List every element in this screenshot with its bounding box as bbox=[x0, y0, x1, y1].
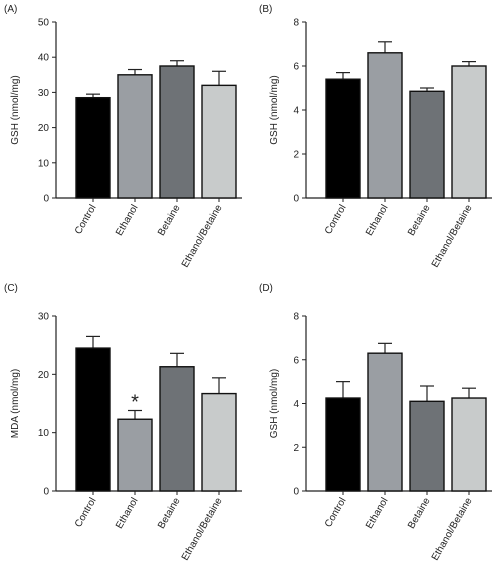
category-label-control: Control bbox=[73, 203, 99, 236]
bar-betaine bbox=[159, 366, 195, 492]
bar-control bbox=[325, 397, 361, 492]
y-tick-label: 20 bbox=[38, 123, 50, 134]
bar-ethanol bbox=[117, 418, 153, 492]
y-tick-label: 0 bbox=[43, 194, 49, 205]
category-label-ethanol-betaine: Ethanol/Betaine bbox=[430, 496, 475, 563]
category-label-ethanol: Ethanol bbox=[364, 496, 390, 531]
bar-control bbox=[325, 78, 361, 199]
category-label-betaine: Betaine bbox=[406, 203, 433, 238]
y-axis-title: GSH (nmol/mg) bbox=[10, 75, 21, 144]
panel-label: (B) bbox=[259, 4, 272, 15]
bar-ethanol-betaine bbox=[451, 65, 487, 199]
y-tick-label: 6 bbox=[293, 355, 299, 366]
category-label-control: Control bbox=[73, 496, 99, 529]
bar-ethanol bbox=[367, 52, 403, 199]
panel-c: (C) MDA (nmol/mg) 0 10 20 30 Control Ethanol * Be… bbox=[4, 283, 242, 563]
y-tick-label: 40 bbox=[38, 53, 50, 64]
bar-control bbox=[75, 96, 111, 199]
category-label-ethanol-betaine: Ethanol/Betaine bbox=[180, 203, 225, 270]
bar-ethanol-betaine bbox=[201, 84, 237, 199]
y-tick-label: 8 bbox=[293, 18, 299, 29]
bar-betaine bbox=[409, 400, 445, 492]
y-tick-label: 50 bbox=[38, 18, 50, 29]
panel-b: (B) GSH (nmol/mg) 0 2 4 6 8 Control Ethanol Betai… bbox=[259, 4, 492, 270]
category-label-betaine: Betaine bbox=[156, 496, 183, 531]
y-tick-label: 30 bbox=[38, 88, 50, 99]
y-tick-label: 0 bbox=[293, 487, 299, 498]
y-tick-label: 6 bbox=[293, 62, 299, 73]
y-tick-label: 10 bbox=[38, 428, 50, 439]
bar-ethanol-betaine bbox=[451, 397, 487, 492]
panel-label: (A) bbox=[4, 4, 17, 15]
bar-control bbox=[75, 347, 111, 492]
panel-d: (D) GSH (nmol/mg) 0 2 4 6 8 Control Ethanol Betai… bbox=[259, 283, 492, 563]
bar-betaine bbox=[409, 90, 445, 199]
significance-star: * bbox=[131, 392, 139, 414]
category-label-ethanol: Ethanol bbox=[114, 203, 140, 238]
panel-label: (C) bbox=[4, 283, 18, 294]
category-label-ethanol-betaine: Ethanol/Betaine bbox=[430, 203, 475, 270]
category-label-ethanol: Ethanol bbox=[364, 203, 390, 238]
y-tick-label: 4 bbox=[293, 399, 299, 410]
panel-a: (A) GSH (nmol/mg) 0 10 20 30 40 50 Control Ethano… bbox=[4, 4, 242, 270]
y-axis-title: GSH (nmol/mg) bbox=[269, 75, 280, 144]
bar-ethanol bbox=[367, 352, 403, 492]
panel-label: (D) bbox=[259, 283, 273, 294]
bar-ethanol-betaine bbox=[201, 392, 237, 492]
y-tick-label: 20 bbox=[38, 370, 50, 381]
y-axis-title: MDA (nmol/mg) bbox=[10, 369, 21, 438]
y-tick-label: 8 bbox=[293, 312, 299, 323]
y-axis-title: GSH (nmol/mg) bbox=[269, 369, 280, 438]
category-label-betaine: Betaine bbox=[406, 496, 433, 531]
category-label-control: Control bbox=[323, 203, 349, 236]
y-tick-label: 0 bbox=[293, 194, 299, 205]
y-tick-label: 2 bbox=[293, 443, 299, 454]
bar-betaine bbox=[159, 65, 195, 199]
y-tick-label: 0 bbox=[43, 487, 49, 498]
y-tick-label: 30 bbox=[38, 312, 50, 323]
category-label-control: Control bbox=[323, 496, 349, 529]
category-label-betaine: Betaine bbox=[156, 203, 183, 238]
bar-ethanol bbox=[117, 74, 153, 199]
y-tick-label: 10 bbox=[38, 158, 50, 169]
y-tick-label: 2 bbox=[293, 150, 299, 161]
category-label-ethanol: Ethanol bbox=[114, 496, 140, 531]
category-label-ethanol-betaine: Ethanol/Betaine bbox=[180, 496, 225, 563]
y-tick-label: 4 bbox=[293, 106, 299, 117]
